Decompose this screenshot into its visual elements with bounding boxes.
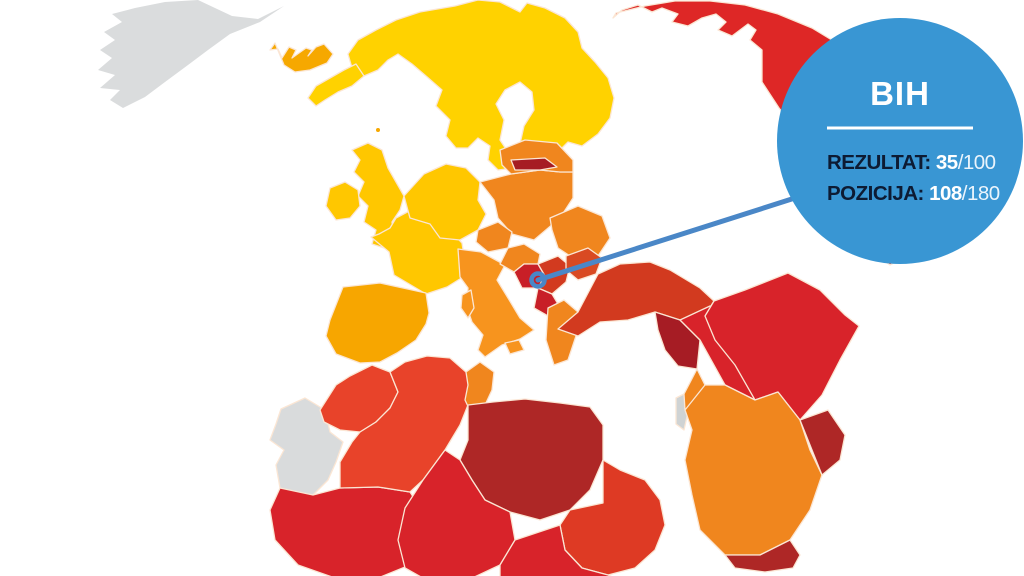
svg-text:REZULTAT: 35/100: REZULTAT: 35/100 bbox=[827, 151, 996, 174]
svg-text:BIH: BIH bbox=[870, 75, 930, 112]
svg-text:POZICIJA: 108/180: POZICIJA: 108/180 bbox=[827, 182, 1000, 205]
